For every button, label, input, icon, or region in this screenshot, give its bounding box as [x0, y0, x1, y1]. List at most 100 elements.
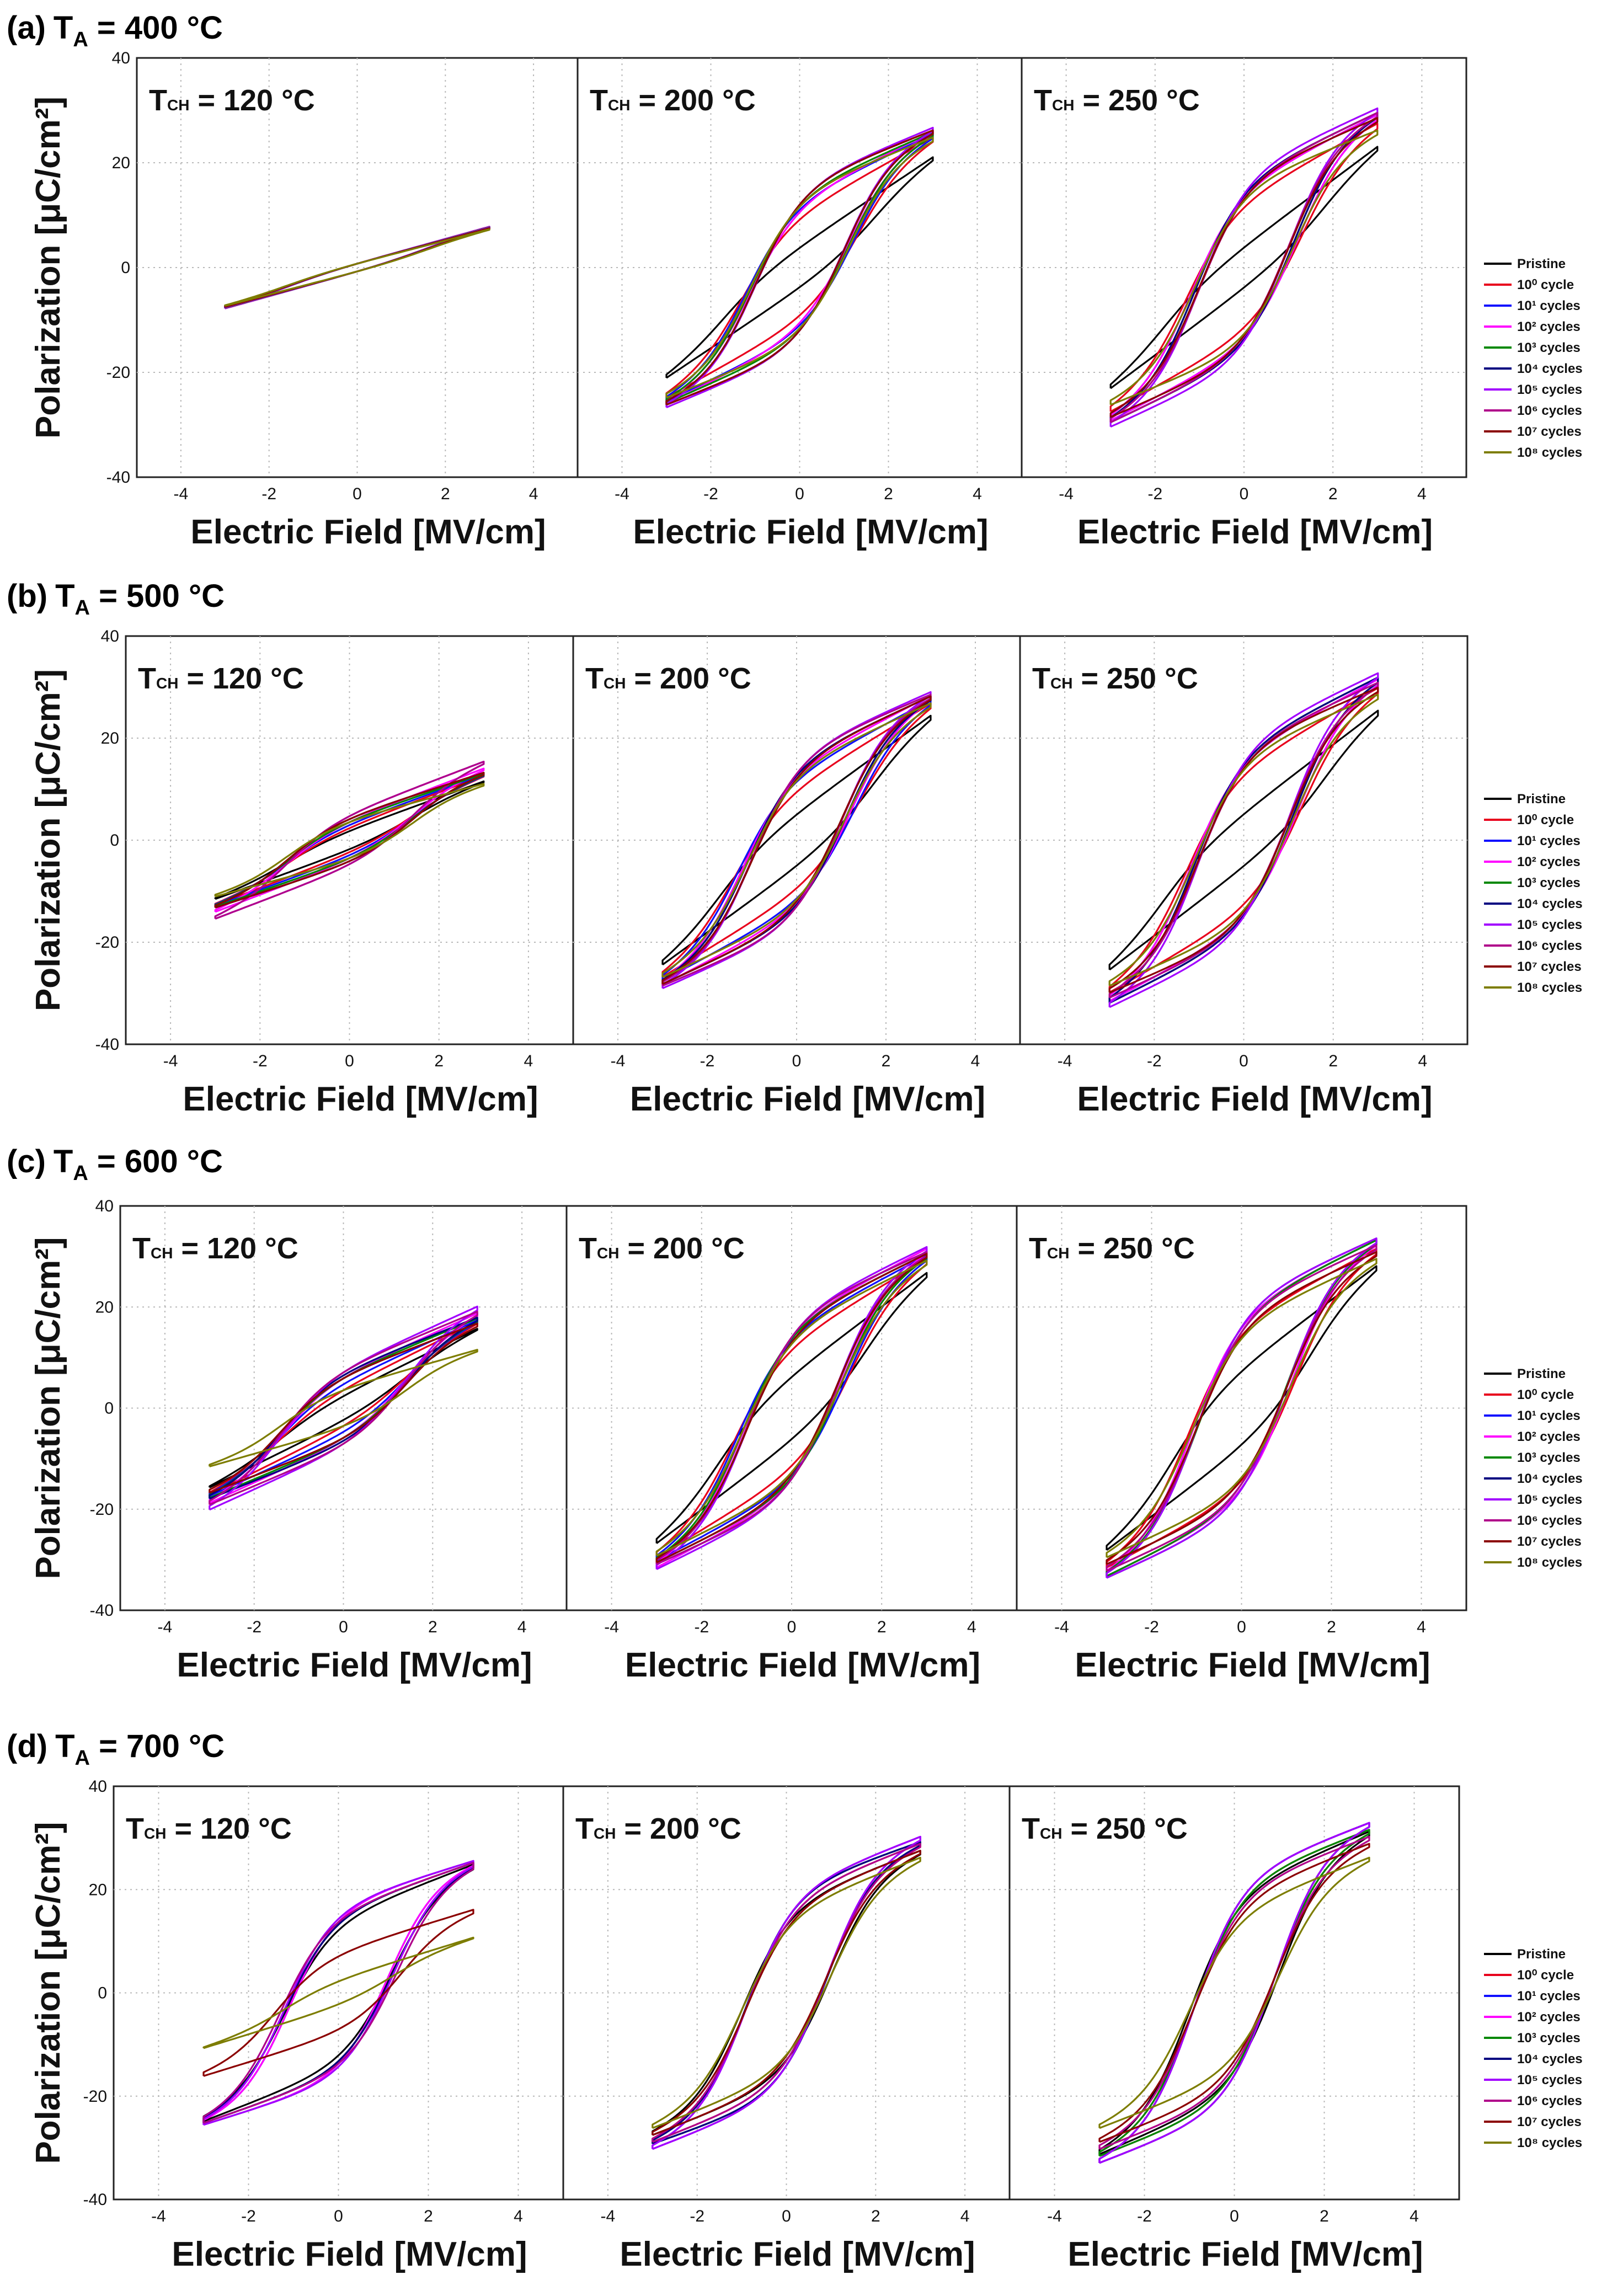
panel-title-symbol: T	[579, 1232, 597, 1265]
legend-entry: Pristine	[1517, 257, 1566, 271]
x-axis-label: Electric Field [MV/cm]	[183, 1080, 538, 1118]
row-title-symbol: T	[55, 1728, 74, 1764]
legend-entry: 10⁰ cycle	[1517, 1968, 1574, 1983]
hysteresis-loop-series-9	[665, 136, 934, 399]
y-tick-label: 40	[89, 1777, 107, 1796]
x-tick-label: -4	[1059, 485, 1074, 503]
legend: Pristine 10⁰ cycle 10¹ cycles 10² cycles 10³…	[1484, 1947, 1583, 2150]
x-axis-label: Electric Field [MV/cm]	[177, 1646, 532, 1684]
y-axis-label: Polarization [μC/cm²]	[29, 1237, 67, 1579]
row-title: (a) TA = 400 °C	[7, 10, 223, 51]
panel-title: TCH = 250 °C	[1034, 84, 1200, 117]
row-label: (a)	[7, 10, 46, 46]
x-axis-label: Electric Field [MV/cm]	[625, 1646, 980, 1684]
panel-2: -4 -2 0 2 4 Electric Field [MV/cm] TCH = 200 °…	[578, 58, 1022, 551]
panel-title: TCH = 120 °C	[132, 1232, 298, 1265]
x-axis-label: Electric Field [MV/cm]	[190, 513, 546, 551]
legend-entry: Pristine	[1517, 792, 1566, 807]
row-title: (c) TA = 600 °C	[7, 1144, 223, 1185]
x-tick-label: -4	[601, 2207, 616, 2225]
x-tick-label: 4	[1410, 2207, 1419, 2225]
y-tick-label: -40	[106, 468, 130, 487]
x-tick-label: 2	[877, 1618, 887, 1636]
x-tick-label: -4	[615, 485, 629, 503]
x-tick-label: 0	[345, 1052, 354, 1070]
x-tick-label: 0	[1239, 1052, 1248, 1070]
panel-title: TCH = 200 °C	[579, 1232, 745, 1265]
x-tick-label: -2	[247, 1618, 261, 1636]
panel-title-subscript: CH	[597, 1245, 619, 1262]
y-tick-label: -20	[90, 1501, 114, 1519]
hysteresis-loop-series-8	[661, 695, 932, 985]
panel-title-subscript: CH	[604, 675, 626, 692]
x-tick-label: -2	[690, 2207, 704, 2225]
panel-title-subscript: CH	[594, 1825, 616, 1842]
y-tick-label: -40	[90, 1601, 114, 1620]
panel-title-symbol: T	[1034, 84, 1052, 117]
panel-title-value: = 120 °C	[173, 1232, 298, 1265]
panel-title-symbol: T	[1022, 1812, 1040, 1845]
y-tick-label: -40	[95, 1035, 119, 1054]
panel-title: TCH = 200 °C	[575, 1812, 741, 1845]
hysteresis-loop-series-0	[1098, 1830, 1370, 2155]
legend-entry: 10¹ cycles	[1517, 834, 1581, 848]
row-title-value: = 400 °C	[88, 10, 223, 46]
legend-entry: 10¹ cycles	[1517, 1989, 1581, 2004]
x-tick-label: 2	[1320, 2207, 1329, 2225]
row-label: (d)	[7, 1728, 47, 1764]
row-title-subscript: A	[73, 1162, 88, 1185]
x-tick-label: 0	[334, 2207, 343, 2225]
x-tick-label: 0	[795, 485, 804, 503]
x-axis-label: Electric Field [MV/cm]	[620, 2235, 975, 2273]
legend-entry: 10⁷ cycles	[1517, 2115, 1582, 2129]
panel-3: -4 -2 0 2 4 Electric Field [MV/cm] TCH = 250 °…	[1010, 1786, 1459, 2273]
panel-title-subscript: CH	[151, 1245, 173, 1262]
x-axis-label: Electric Field [MV/cm]	[1075, 1646, 1430, 1684]
hysteresis-loop-series-1	[1106, 1248, 1378, 1568]
x-tick-label: 0	[1230, 2207, 1239, 2225]
x-tick-label: -2	[1137, 2207, 1152, 2225]
legend-entry: 10¹ cycles	[1517, 298, 1581, 313]
panel-3: -4 -2 0 2 4 Electric Field [MV/cm] TCH = 250 °…	[1022, 58, 1466, 551]
panel-title-value: = 250 °C	[1074, 84, 1199, 117]
x-tick-label: -2	[253, 1052, 268, 1070]
panel-title: TCH = 200 °C	[590, 84, 756, 117]
x-tick-label: -4	[604, 1618, 619, 1636]
legend-entry: 10⁶ cycles	[1517, 1513, 1582, 1528]
hysteresis-loop-series-1	[1109, 122, 1379, 413]
panel-2: -4 -2 0 2 4 Electric Field [MV/cm] TCH = 200 °…	[563, 1786, 1010, 2273]
panel-2: -4 -2 0 2 4 Electric Field [MV/cm] TCH = 200 °…	[573, 636, 1020, 1118]
y-tick-label: 0	[121, 259, 130, 277]
legend-entry: 10² cycles	[1517, 1429, 1581, 1444]
panel-2: -4 -2 0 2 4 Electric Field [MV/cm] TCH = 200 °…	[567, 1206, 1017, 1684]
legend-entry: 10⁵ cycles	[1517, 1492, 1582, 1507]
legend-entry: 10³ cycles	[1517, 875, 1581, 890]
panel-title-subscript: CH	[1052, 97, 1074, 114]
x-tick-label: 0	[1240, 485, 1249, 503]
x-tick-label: -4	[1058, 1052, 1072, 1070]
row-title-subscript: A	[73, 28, 88, 51]
x-tick-label: 4	[973, 485, 982, 503]
legend-entry: 10² cycles	[1517, 2010, 1581, 2025]
legend-entry: 10⁴ cycles	[1517, 896, 1583, 911]
legend-entry: 10⁸ cycles	[1517, 1555, 1582, 1570]
x-tick-label: 2	[1328, 485, 1338, 503]
x-tick-label: 4	[514, 2207, 523, 2225]
y-tick-label: 20	[95, 1298, 114, 1316]
y-tick-label: 20	[112, 154, 130, 172]
panel-title-symbol: T	[590, 84, 608, 117]
hysteresis-loop-series-9	[1109, 129, 1379, 406]
y-tick-label: 20	[101, 729, 119, 747]
x-tick-label: 2	[424, 2207, 433, 2225]
x-axis-label: Electric Field [MV/cm]	[1077, 1080, 1432, 1118]
panel-title-value: = 120 °C	[189, 84, 314, 117]
row-title: (d) TA = 700 °C	[7, 1728, 225, 1770]
x-tick-label: 4	[1418, 1052, 1428, 1070]
panel-title-symbol: T	[126, 1812, 144, 1845]
panel-title-subscript: CH	[156, 675, 178, 692]
x-tick-label: -2	[241, 2207, 256, 2225]
x-tick-label: 4	[1417, 485, 1427, 503]
panel-title-symbol: T	[1029, 1232, 1047, 1265]
x-tick-label: -2	[700, 1052, 715, 1070]
